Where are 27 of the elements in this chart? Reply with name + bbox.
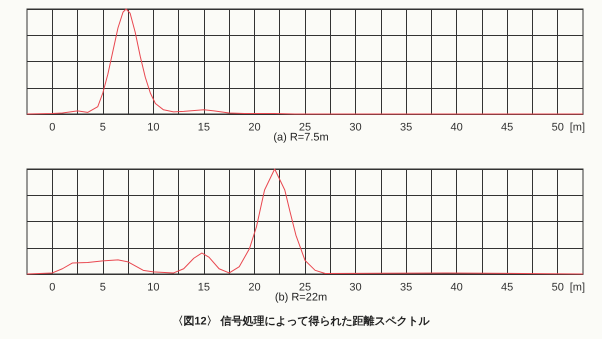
x-tick-label: 10 (147, 122, 160, 134)
x-tick-label: 15 (198, 122, 210, 134)
x-tick-label: 45 (501, 282, 514, 294)
x-tick-label: 0 (49, 282, 56, 294)
x-tick-label: 50 (552, 282, 564, 294)
x-tick-label: 25 (298, 282, 312, 294)
text: (b) R=22m (274, 292, 328, 304)
x-tick-label: 5 (100, 122, 106, 134)
x-tick-label: 20 (248, 122, 261, 134)
x-axis-title: [m] (570, 282, 586, 294)
x-tick-label: 0 (49, 122, 56, 134)
text: 〈図12〉 信号処理によって得られた距離スペクトル (172, 314, 431, 328)
x-tick-label: 25 (298, 122, 312, 134)
x-tick-label: 30 (349, 122, 362, 134)
text: (a) R=7.5m (273, 132, 329, 144)
x-tick-label: 35 (400, 282, 412, 294)
x-tick-label: 40 (450, 282, 463, 294)
x-tick-label: 30 (349, 282, 362, 294)
x-tick-label: 35 (400, 122, 412, 134)
x-axis-title: [m] (570, 122, 586, 134)
x-tick-label: 10 (147, 282, 160, 294)
x-tick-label: 50 (552, 122, 564, 134)
x-tick-label: 40 (450, 122, 463, 134)
x-tick-label: 20 (248, 282, 261, 294)
x-tick-label: 45 (501, 122, 514, 134)
x-tick-label: 5 (100, 282, 106, 294)
x-tick-label: 15 (198, 282, 210, 294)
